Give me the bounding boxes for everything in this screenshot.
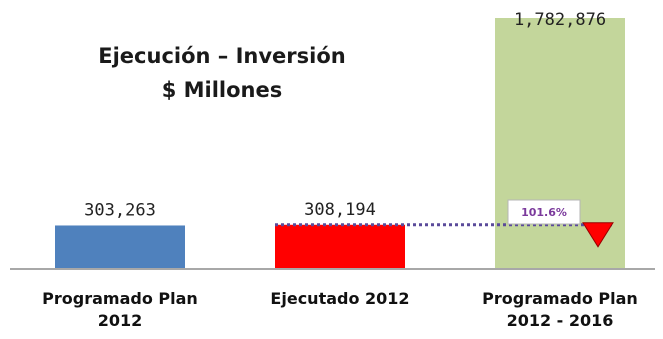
annotation-group: 101.6% (275, 199, 614, 248)
value-label-3: 1,782,876 (514, 10, 606, 30)
value-label-1: 303,263 (84, 200, 156, 220)
bar-2 (275, 224, 405, 268)
chart-subtitle: $ Millones (162, 78, 283, 102)
annotation-box (507, 199, 581, 225)
category-label-1-line-2: 2012 (98, 311, 143, 330)
chart-title: Ejecución – Inversión (98, 44, 345, 68)
down-triangle-marker (582, 222, 614, 248)
value-label-2: 308,194 (304, 200, 376, 220)
category-labels-group: Programado Plan 2012 Ejecutado 2012 Program… (42, 289, 638, 330)
category-label-2-line-1: Ejecutado 2012 (270, 289, 409, 308)
category-label-3-line-2: 2012 - 2016 (507, 311, 614, 330)
bar-1 (55, 225, 185, 268)
category-label-3-line-1: Programado Plan (482, 289, 638, 308)
annotation-percent: 101.6% (521, 206, 567, 219)
value-labels-group: 303,263 308,194 1,782,876 (84, 10, 606, 220)
category-label-1-line-1: Programado Plan (42, 289, 198, 308)
